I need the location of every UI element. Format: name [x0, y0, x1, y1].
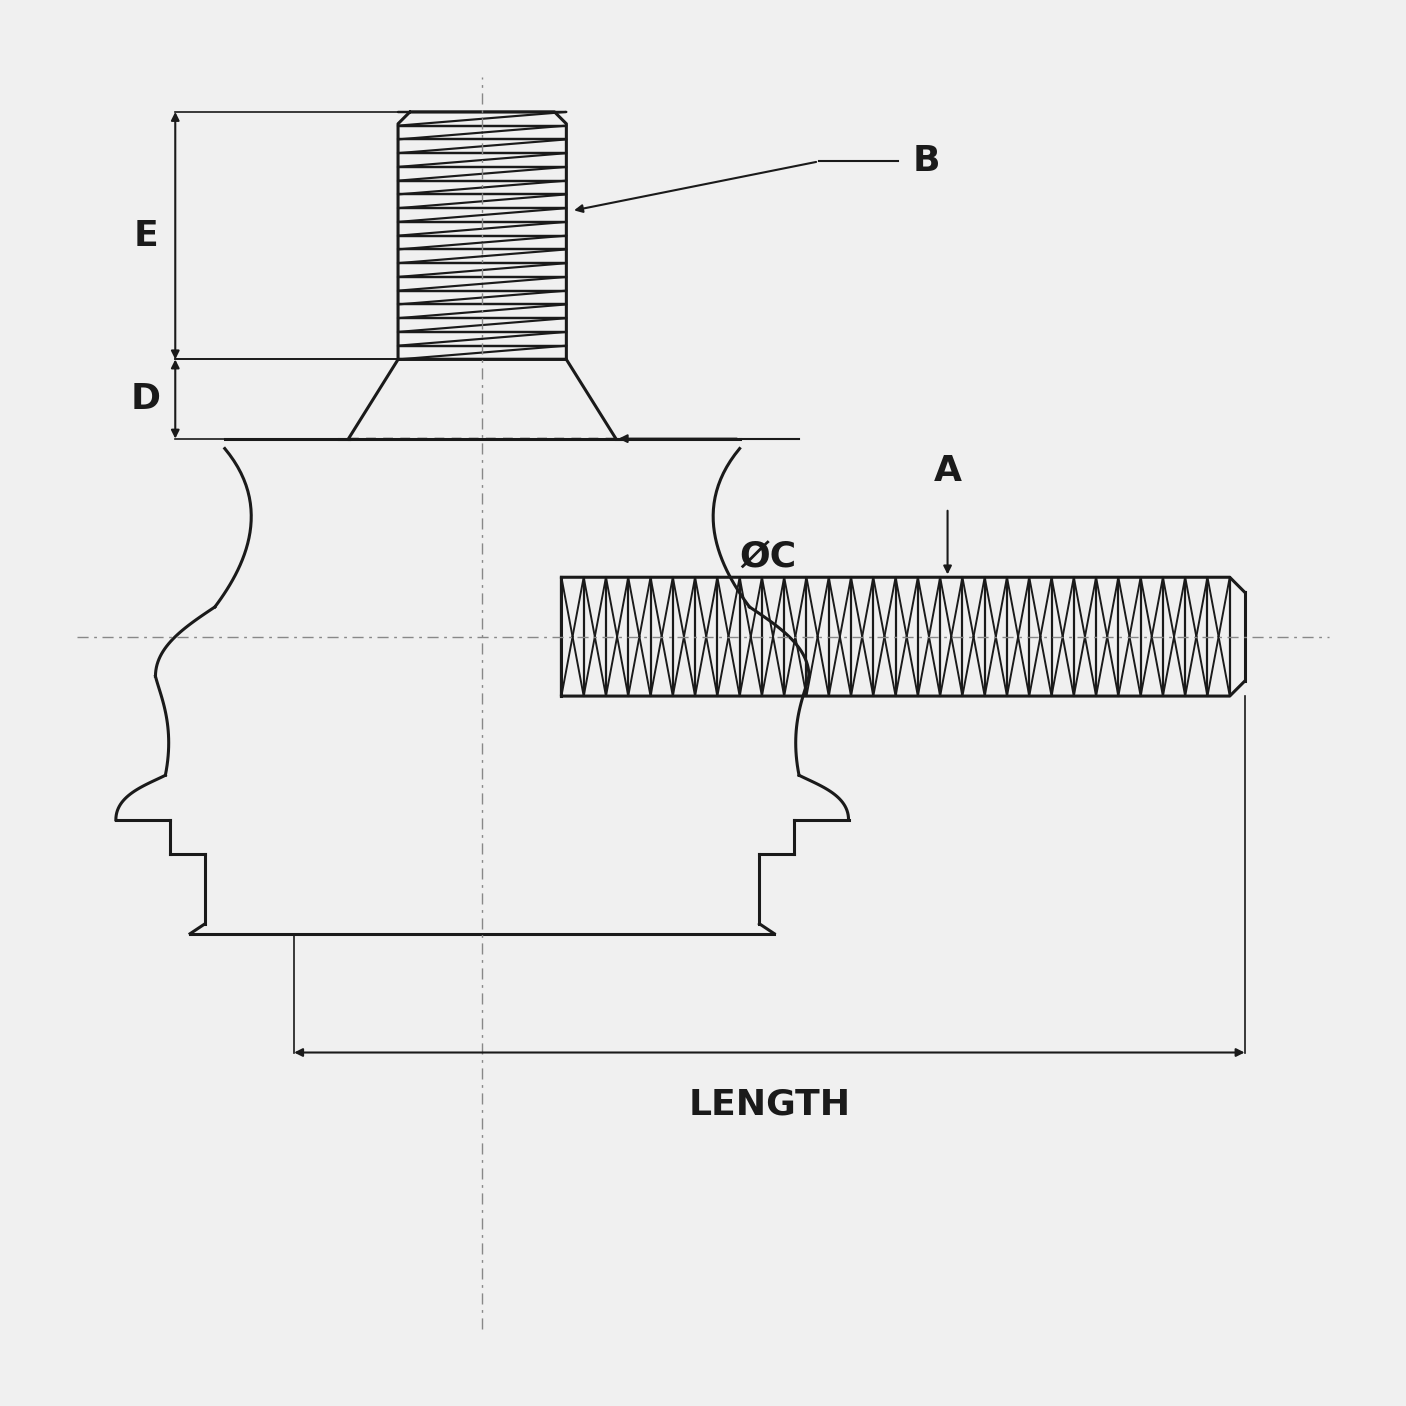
Text: A: A — [934, 454, 962, 488]
Text: E: E — [134, 219, 157, 253]
Text: ØC: ØC — [740, 540, 797, 575]
Text: D: D — [131, 382, 160, 416]
Text: LENGTH: LENGTH — [689, 1087, 851, 1121]
Text: B: B — [912, 145, 941, 179]
